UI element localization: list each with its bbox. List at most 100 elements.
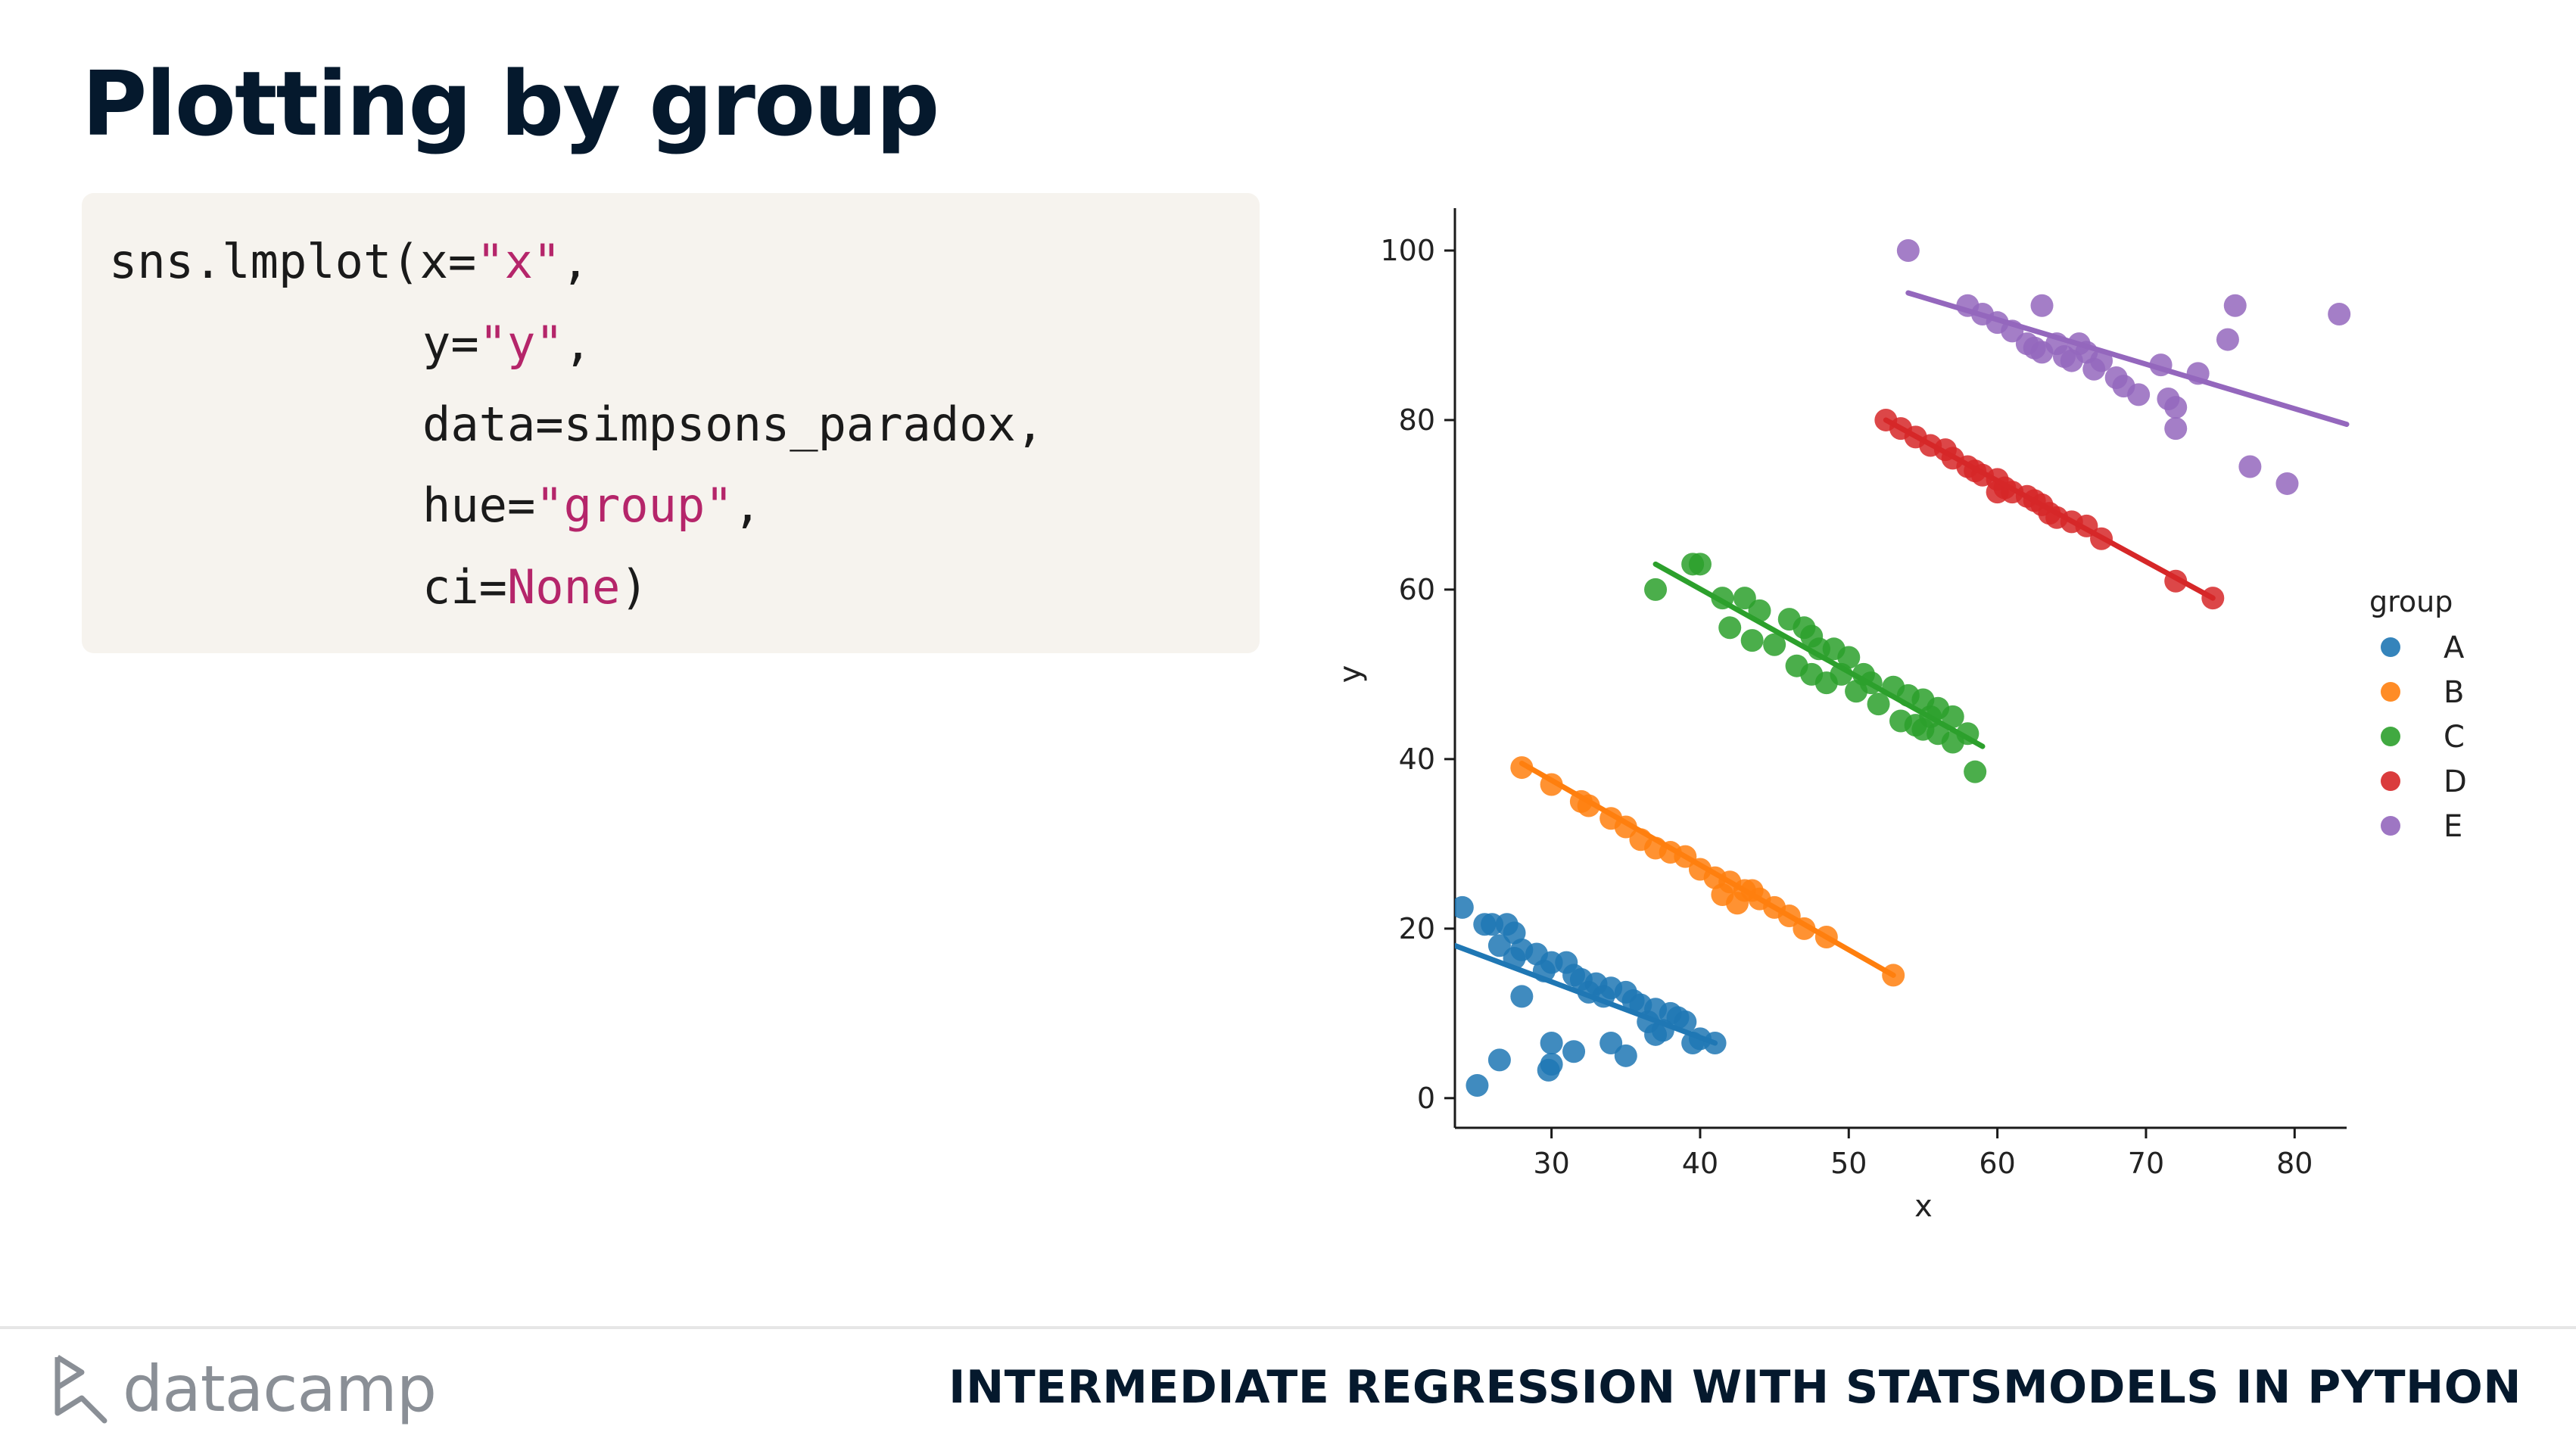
code-text: , [733, 478, 762, 533]
y-tick-label: 60 [1399, 573, 1435, 606]
data-point [1487, 1048, 1511, 1072]
code-text: data=simpsons_paradox, [422, 397, 1045, 452]
code-text: , [561, 234, 590, 289]
data-point [1614, 1044, 1637, 1067]
data-point [2127, 383, 2151, 406]
data-point [1718, 616, 1742, 640]
data-point [1540, 1032, 1563, 1055]
series-D [1874, 408, 2225, 610]
x-tick-label: 30 [1533, 1147, 1569, 1180]
data-point [1726, 892, 1749, 915]
legend-marker [2381, 816, 2400, 836]
data-point [1503, 921, 1526, 945]
regression-line [1883, 417, 2216, 601]
brand-name: datacamp [123, 1352, 437, 1426]
data-point [1837, 646, 1861, 669]
data-point [1644, 578, 1668, 601]
legend-marker [2381, 637, 2400, 657]
code-text: sns.lmplot(x= [109, 234, 477, 289]
plot-area [1455, 238, 2351, 1098]
y-tick-label: 100 [1380, 234, 1435, 267]
data-point [1740, 629, 1764, 652]
code-string: "group" [535, 478, 734, 533]
regression-line [1905, 290, 2350, 428]
data-point [2030, 294, 2054, 317]
data-point [1941, 705, 1964, 728]
legend-label: A [2444, 631, 2465, 665]
datacamp-logo: datacamp [51, 1347, 437, 1431]
data-point [1896, 238, 1920, 262]
data-point [1911, 718, 1935, 741]
legend-label: C [2444, 720, 2465, 755]
x-axis-label: x [1914, 1189, 1933, 1224]
y-tick-label: 20 [1399, 912, 1435, 945]
x-tick-label: 40 [1682, 1147, 1718, 1180]
code-keyword: None [506, 559, 621, 615]
code-line-5: ci=None) [422, 564, 649, 611]
code-text: , [563, 316, 592, 371]
code-line-1: sns.lmplot(x="x", [109, 238, 590, 285]
code-string: "x" [476, 234, 562, 289]
series-C [1644, 553, 1987, 783]
x-tick-label: 80 [2276, 1147, 2313, 1180]
code-line-3: data=simpsons_paradox, [422, 401, 1044, 448]
legend-marker [2381, 682, 2400, 702]
legend-label: B [2444, 675, 2464, 710]
y-tick-label: 0 [1417, 1082, 1435, 1115]
code-line-2: y="y", [422, 320, 592, 367]
regression-line [1519, 760, 1896, 978]
data-point [1510, 985, 1534, 1008]
legend-marker [2381, 727, 2400, 746]
data-point [1510, 756, 1534, 780]
y-tick-label: 80 [1399, 403, 1435, 437]
data-point [2164, 417, 2188, 441]
data-point [1733, 587, 1756, 610]
footer-divider [0, 1326, 2576, 1329]
y-tick-label: 40 [1399, 743, 1435, 776]
data-point [1562, 1040, 1586, 1063]
data-point [1487, 934, 1511, 957]
data-point [1867, 693, 1890, 716]
series-E [1896, 238, 2351, 495]
data-point [1666, 1006, 1690, 1029]
x-tick-label: 70 [2128, 1147, 2164, 1180]
data-point [2164, 396, 2188, 419]
x-tick-label: 60 [1979, 1147, 2015, 1180]
code-block: sns.lmplot(x="x", y="y", data=simpsons_p… [82, 193, 1260, 653]
x-tick-label: 50 [1830, 1147, 1867, 1180]
y-axis-label: y [1333, 665, 1368, 683]
legend-title: group [2369, 585, 2453, 618]
data-point [1599, 1032, 1623, 1055]
data-point [1845, 680, 1868, 703]
datacamp-logo-icon [55, 1355, 107, 1424]
code-text: ci= [422, 559, 507, 615]
code-line-4: hue="group", [422, 482, 762, 529]
data-point [1644, 1023, 1668, 1046]
series-A [1455, 895, 1727, 1098]
data-point [1621, 989, 1645, 1013]
series-B [1510, 756, 1905, 987]
data-point [1763, 633, 1786, 656]
data-point [1688, 553, 1712, 576]
code-text: ) [620, 559, 649, 615]
data-point [1537, 1058, 1560, 1082]
legend-label: E [2444, 809, 2462, 844]
legend-marker [2381, 771, 2400, 791]
code-text: y= [422, 316, 479, 371]
code-text: hue= [422, 478, 536, 533]
regression-line [1455, 942, 1718, 1046]
legend-label: D [2444, 764, 2467, 799]
data-point [1455, 895, 1474, 919]
data-point [2275, 472, 2299, 495]
data-point [1964, 760, 1987, 783]
data-point [1466, 1074, 1489, 1098]
data-point [2238, 455, 2262, 478]
data-point [2216, 328, 2239, 351]
course-title: INTERMEDIATE REGRESSION WITH STATSMODELS… [948, 1361, 2521, 1414]
data-point [2223, 294, 2247, 317]
data-point [2328, 302, 2351, 325]
code-string: "y" [478, 316, 564, 371]
slide-title: Plotting by group [82, 51, 939, 156]
